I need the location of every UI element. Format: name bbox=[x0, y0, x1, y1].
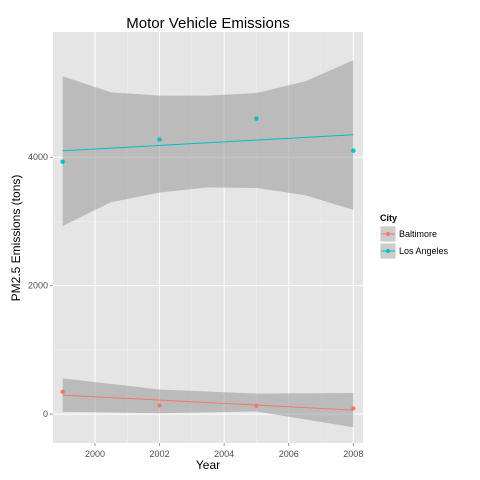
y-axis-ticks: 0 2000 4000 bbox=[28, 152, 53, 419]
data-point-los-angeles bbox=[351, 148, 356, 153]
chart-title: Motor Vehicle Emissions bbox=[126, 15, 289, 32]
x-axis-label: Year bbox=[196, 458, 220, 472]
data-point-baltimore bbox=[254, 403, 259, 408]
legend: City Baltimore Los Angeles bbox=[379, 213, 449, 260]
x-axis-ticks: 2000 2002 2004 2006 2008 bbox=[85, 443, 363, 459]
x-tick-label: 2006 bbox=[279, 449, 299, 459]
x-tick-label: 2004 bbox=[214, 449, 234, 459]
legend-label: Los Angeles bbox=[399, 246, 449, 256]
data-points bbox=[60, 116, 356, 411]
x-tick-label: 2000 bbox=[85, 449, 105, 459]
trend-line-baltimore bbox=[62, 394, 354, 411]
y-axis-label: PM2.5 Emissions (tons) bbox=[9, 175, 23, 302]
trend-lines bbox=[62, 134, 354, 411]
data-point-baltimore bbox=[60, 389, 65, 395]
data-point-los-angeles bbox=[60, 159, 65, 164]
legend-title: City bbox=[380, 213, 397, 223]
legend-point-baltimore bbox=[386, 232, 390, 236]
data-point-baltimore bbox=[157, 403, 162, 408]
y-tick-label: 4000 bbox=[28, 152, 48, 162]
data-point-los-angeles bbox=[157, 137, 162, 142]
x-tick-label: 2008 bbox=[343, 449, 363, 459]
y-tick-label: 2000 bbox=[28, 281, 48, 291]
data-point-baltimore bbox=[351, 406, 356, 411]
y-tick-label: 0 bbox=[43, 409, 48, 419]
x-tick-label: 2002 bbox=[150, 449, 170, 459]
data-point-los-angeles bbox=[254, 116, 259, 121]
legend-point-los-angeles bbox=[386, 249, 390, 253]
trend-line-los-angeles bbox=[62, 134, 354, 152]
legend-label: Baltimore bbox=[399, 229, 437, 239]
